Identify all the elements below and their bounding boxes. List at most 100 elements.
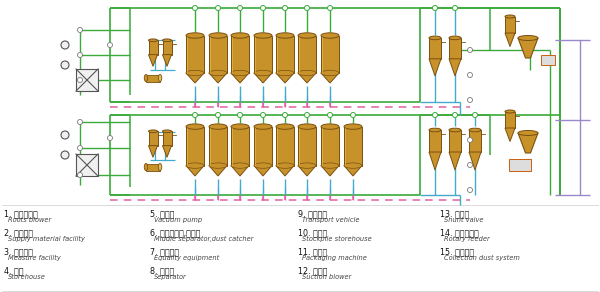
Text: 3. 计量设备: 3. 计量设备	[4, 247, 33, 256]
Circle shape	[283, 6, 287, 11]
Bar	[298, 36, 316, 73]
Circle shape	[77, 77, 83, 83]
Ellipse shape	[321, 70, 339, 76]
Circle shape	[305, 6, 310, 11]
Bar	[541, 55, 555, 65]
Polygon shape	[469, 152, 481, 170]
Ellipse shape	[149, 130, 157, 133]
Circle shape	[107, 135, 113, 140]
Circle shape	[77, 145, 83, 150]
Circle shape	[61, 41, 69, 49]
Ellipse shape	[254, 124, 272, 129]
Text: 1. 罗茨鼓风机: 1. 罗茨鼓风机	[4, 209, 38, 218]
Ellipse shape	[144, 164, 148, 171]
Ellipse shape	[321, 33, 339, 38]
Circle shape	[193, 112, 197, 117]
Ellipse shape	[298, 124, 316, 129]
Circle shape	[260, 6, 265, 11]
Polygon shape	[505, 33, 515, 46]
Ellipse shape	[298, 70, 316, 76]
Text: Collection dust system: Collection dust system	[444, 255, 520, 261]
Text: 11. 包装机: 11. 包装机	[298, 247, 327, 256]
Ellipse shape	[186, 124, 204, 129]
Ellipse shape	[231, 163, 249, 168]
Text: Stockpile storehouse: Stockpile storehouse	[302, 236, 372, 242]
Circle shape	[238, 112, 242, 117]
Text: Rotary feeder: Rotary feeder	[444, 236, 490, 242]
Ellipse shape	[231, 70, 249, 76]
Polygon shape	[276, 166, 294, 176]
Text: 12. 引风机: 12. 引风机	[298, 266, 328, 275]
Bar	[505, 112, 515, 128]
Polygon shape	[449, 59, 461, 76]
Ellipse shape	[149, 39, 157, 42]
Circle shape	[77, 27, 83, 32]
Bar	[469, 130, 481, 152]
Circle shape	[238, 6, 242, 11]
Polygon shape	[276, 73, 294, 83]
Bar	[429, 130, 441, 152]
Circle shape	[77, 173, 83, 178]
Bar	[163, 40, 172, 55]
Ellipse shape	[186, 33, 204, 38]
Bar	[186, 127, 204, 166]
Polygon shape	[254, 166, 272, 176]
Circle shape	[433, 112, 437, 117]
Bar	[149, 131, 157, 146]
Text: Storehouse: Storehouse	[8, 274, 46, 280]
Polygon shape	[163, 55, 172, 66]
Text: 6. 中间分离器,除尘器: 6. 中间分离器,除尘器	[150, 228, 200, 237]
Ellipse shape	[429, 128, 441, 132]
Ellipse shape	[254, 163, 272, 168]
Circle shape	[467, 48, 473, 53]
Ellipse shape	[254, 70, 272, 76]
Ellipse shape	[231, 124, 249, 129]
Circle shape	[61, 61, 69, 69]
Circle shape	[328, 112, 332, 117]
Polygon shape	[518, 133, 538, 153]
Circle shape	[193, 6, 197, 11]
Circle shape	[61, 151, 69, 159]
Text: 5. 真空泵: 5. 真空泵	[150, 209, 175, 218]
Ellipse shape	[209, 33, 227, 38]
Bar	[149, 40, 157, 55]
Text: 4. 料仓: 4. 料仓	[4, 266, 23, 275]
Polygon shape	[321, 166, 339, 176]
Bar	[449, 130, 461, 152]
Text: 15. 除尘系统: 15. 除尘系统	[440, 247, 474, 256]
Bar	[449, 38, 461, 59]
Circle shape	[452, 6, 458, 11]
Text: Middle separator,dust catcher: Middle separator,dust catcher	[154, 236, 254, 242]
Circle shape	[260, 112, 265, 117]
Bar	[276, 36, 294, 73]
Bar	[76, 69, 98, 91]
Polygon shape	[298, 166, 316, 176]
Ellipse shape	[276, 163, 294, 168]
Ellipse shape	[209, 163, 227, 168]
Polygon shape	[149, 146, 157, 157]
Text: 9. 运输车辆: 9. 运输车辆	[298, 209, 327, 218]
Circle shape	[467, 163, 473, 168]
Ellipse shape	[276, 70, 294, 76]
Circle shape	[467, 187, 473, 192]
Ellipse shape	[344, 124, 362, 129]
Ellipse shape	[321, 124, 339, 129]
Circle shape	[215, 6, 221, 11]
Ellipse shape	[298, 33, 316, 38]
Circle shape	[433, 6, 437, 11]
Ellipse shape	[163, 39, 172, 42]
Polygon shape	[231, 73, 249, 83]
Circle shape	[215, 112, 221, 117]
Ellipse shape	[276, 124, 294, 129]
Polygon shape	[344, 166, 362, 176]
Polygon shape	[186, 73, 204, 83]
Ellipse shape	[298, 163, 316, 168]
Bar	[76, 154, 98, 176]
Circle shape	[452, 112, 458, 117]
Text: Separator: Separator	[154, 274, 187, 280]
Ellipse shape	[209, 124, 227, 129]
Text: Suction blower: Suction blower	[302, 274, 352, 280]
Text: Packaging machine: Packaging machine	[302, 255, 367, 261]
Ellipse shape	[163, 130, 172, 133]
Circle shape	[328, 6, 332, 11]
